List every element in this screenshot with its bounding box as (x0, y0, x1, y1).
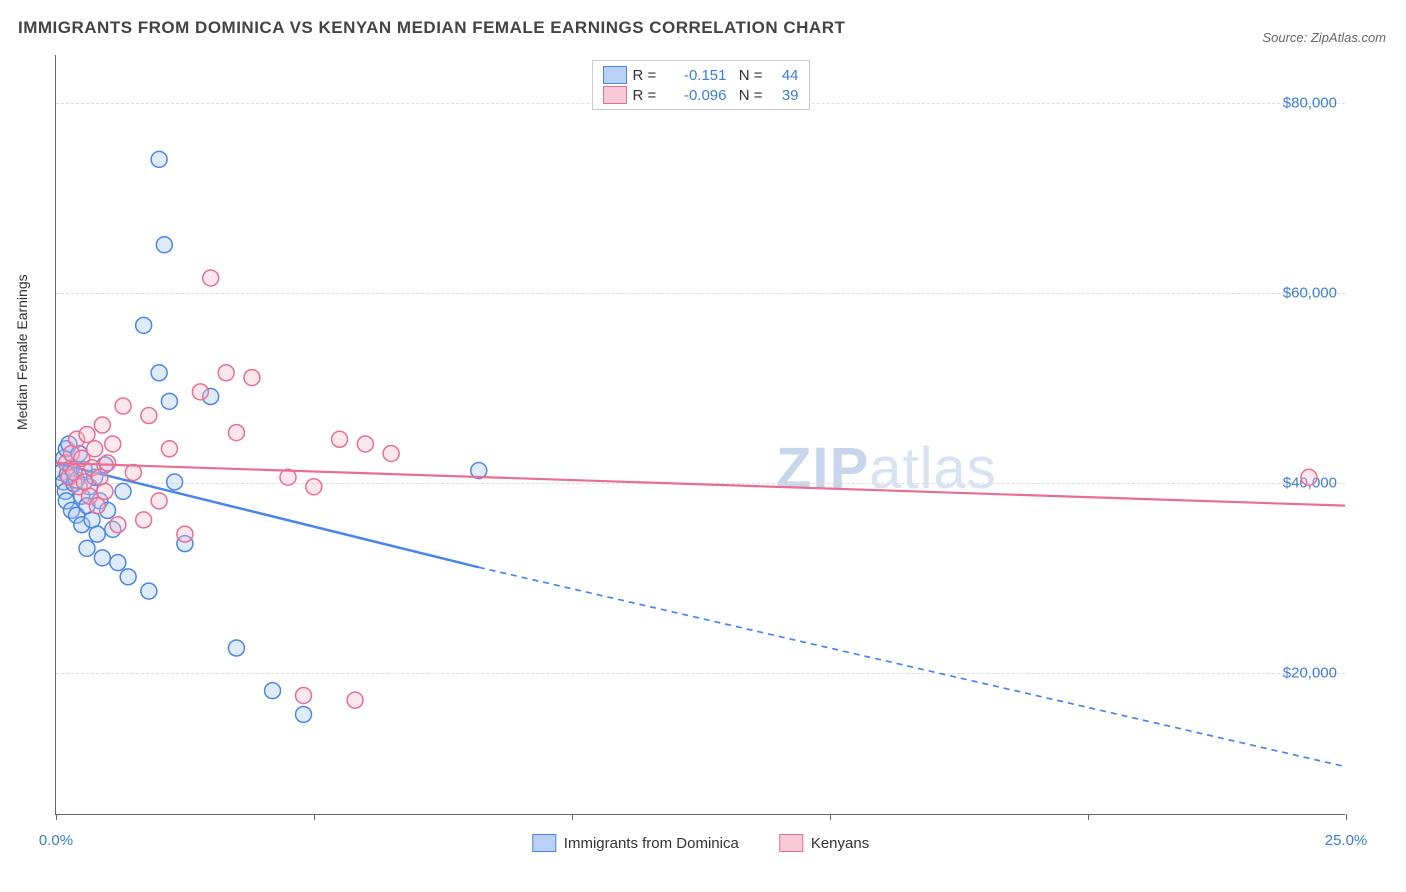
data-point (357, 436, 373, 452)
legend-r-value: -0.096 (667, 87, 727, 104)
data-point (110, 555, 126, 571)
x-tick (314, 814, 315, 820)
regression-line-dashed (479, 567, 1345, 766)
x-tick (572, 814, 573, 820)
legend-swatch (603, 86, 627, 104)
data-point (296, 706, 312, 722)
data-point (1301, 469, 1317, 485)
x-tick (1088, 814, 1089, 820)
data-point (141, 583, 157, 599)
legend-n-value: 39 (769, 87, 799, 104)
legend-swatch (603, 66, 627, 84)
data-point (151, 365, 167, 381)
legend-item: Immigrants from Dominica (532, 834, 739, 852)
data-point (228, 640, 244, 656)
legend-n-label: N = (733, 87, 763, 104)
legend-correlation-row: R = -0.096 N = 39 (603, 85, 799, 105)
data-point (79, 427, 95, 443)
data-point (100, 455, 116, 471)
legend-label: Kenyans (811, 835, 869, 852)
data-point (141, 408, 157, 424)
legend-bottom: Immigrants from Dominica Kenyans (532, 834, 869, 852)
legend-r-value: -0.151 (667, 67, 727, 84)
data-point (347, 692, 363, 708)
data-point (383, 445, 399, 461)
x-tick-label: 0.0% (39, 832, 73, 849)
legend-swatch (532, 834, 556, 852)
data-point (296, 687, 312, 703)
data-point (89, 526, 105, 542)
data-point (332, 431, 348, 447)
legend-correlation-box: R = -0.151 N = 44 R = -0.096 N = 39 (592, 60, 810, 110)
x-tick (830, 814, 831, 820)
data-point (97, 483, 113, 499)
data-point (87, 441, 103, 457)
data-point (105, 436, 121, 452)
legend-n-value: 44 (769, 67, 799, 84)
legend-r-label: R = (633, 87, 661, 104)
regression-line-solid (56, 463, 1345, 506)
data-point (94, 417, 110, 433)
data-point (115, 398, 131, 414)
data-point (156, 237, 172, 253)
data-point (110, 517, 126, 533)
data-point (161, 393, 177, 409)
data-point (89, 498, 105, 514)
regression-line-solid (56, 463, 479, 567)
data-point (177, 526, 193, 542)
data-point (136, 317, 152, 333)
data-point (228, 425, 244, 441)
y-axis-title: Median Female Earnings (14, 274, 30, 430)
x-tick (56, 814, 57, 820)
data-point (161, 441, 177, 457)
x-tick (1346, 814, 1347, 820)
data-point (218, 365, 234, 381)
legend-swatch (779, 834, 803, 852)
legend-correlation-row: R = -0.151 N = 44 (603, 65, 799, 85)
data-point (115, 483, 131, 499)
data-point (94, 550, 110, 566)
data-point (151, 151, 167, 167)
chart-title: IMMIGRANTS FROM DOMINICA VS KENYAN MEDIA… (18, 18, 845, 38)
legend-r-label: R = (633, 67, 661, 84)
data-point (167, 474, 183, 490)
data-point (79, 540, 95, 556)
legend-label: Immigrants from Dominica (564, 835, 739, 852)
data-point (151, 493, 167, 509)
data-point (136, 512, 152, 528)
data-point (120, 569, 136, 585)
source-attribution: Source: ZipAtlas.com (1262, 30, 1386, 45)
data-point (265, 683, 281, 699)
data-point (244, 370, 260, 386)
legend-n-label: N = (733, 67, 763, 84)
legend-item: Kenyans (779, 834, 869, 852)
data-point (192, 384, 208, 400)
data-point (306, 479, 322, 495)
data-point (203, 270, 219, 286)
data-point (125, 464, 141, 480)
scatter-plot-svg (56, 55, 1345, 814)
x-tick-label: 25.0% (1325, 832, 1368, 849)
plot-area: ZIPatlas R =-0.151N =44R =-0.096N =39 Im… (55, 55, 1345, 815)
